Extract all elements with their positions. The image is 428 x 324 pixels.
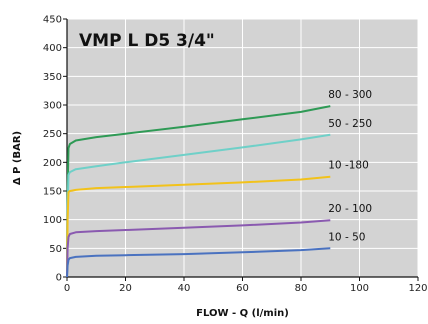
- series-line-1: [66, 133, 331, 278]
- x-tick-label-100: 100: [350, 283, 369, 294]
- y-tick-label-50: 50: [49, 244, 62, 255]
- x-tick-label-0: 0: [64, 283, 70, 294]
- series-label-4: 10 - 50: [328, 231, 365, 243]
- series-label-1: 50 - 250: [328, 118, 372, 130]
- x-tick-label-20: 20: [119, 283, 132, 294]
- y-axis-label: Δ P (BAR): [12, 131, 23, 185]
- y-tick-label-450: 450: [43, 15, 62, 26]
- x-tick-label-40: 40: [178, 283, 191, 294]
- y-tick-label-300: 300: [43, 101, 62, 112]
- grid: [67, 18, 419, 277]
- series-label-3: 20 - 100: [328, 203, 372, 215]
- y-tick-label-250: 250: [43, 129, 62, 140]
- y-tick-labels: 0 50 100 150 200 250 300 350 400 450: [43, 15, 67, 284]
- y-tick-label-150: 150: [43, 187, 62, 198]
- series-line-4: [66, 247, 331, 278]
- series-line-2: [66, 175, 331, 278]
- x-tick-labels: 0 20 40 60 80 100 120: [64, 277, 428, 294]
- y-tick-label-400: 400: [43, 43, 62, 54]
- series-lines: [66, 105, 331, 278]
- series-line-3: [66, 219, 331, 278]
- series-label-0: 80 - 300: [328, 89, 372, 101]
- chart-title: VMP L D5 3/4": [79, 31, 215, 51]
- series-labels: 80 - 300 50 - 250 10 -180 20 - 100 10 - 50: [328, 89, 372, 243]
- y-tick-label-350: 350: [43, 72, 62, 83]
- x-tick-label-60: 60: [236, 283, 249, 294]
- x-tick-label-80: 80: [295, 283, 308, 294]
- y-tick-label-100: 100: [43, 215, 62, 226]
- x-axis-label: FLOW - Q (l/min): [196, 308, 289, 319]
- y-tick-label-0: 0: [56, 273, 62, 284]
- y-tick-label-200: 200: [43, 158, 62, 169]
- x-tick-label-120: 120: [408, 283, 427, 294]
- series-label-2: 10 -180: [328, 160, 369, 172]
- series-line-0: [66, 105, 331, 278]
